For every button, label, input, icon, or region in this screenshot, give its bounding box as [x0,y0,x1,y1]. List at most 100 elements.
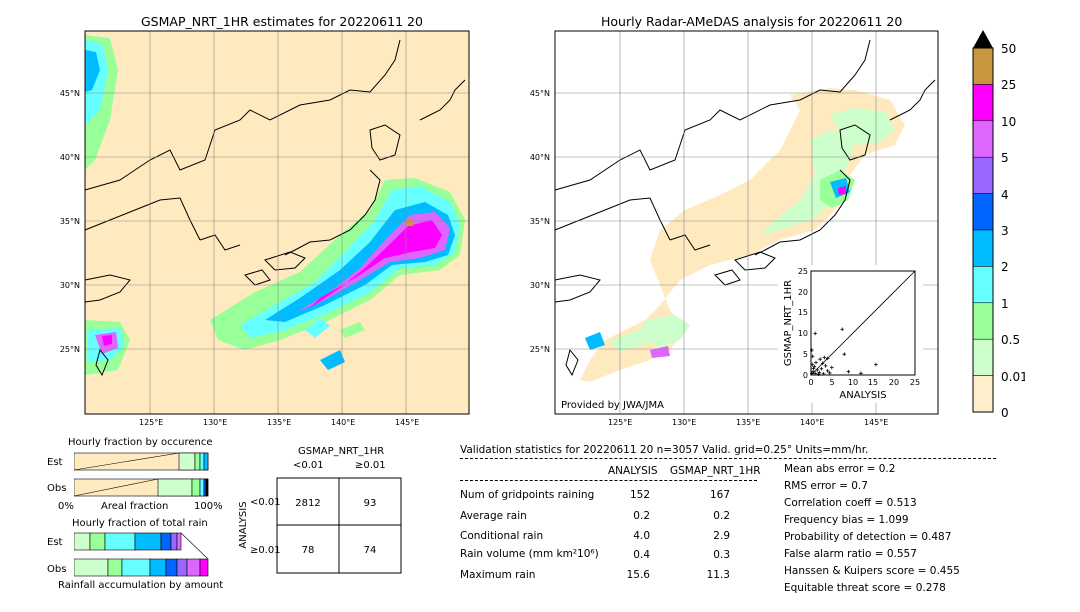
score-pod: Probability of detection = 0.487 [784,531,952,543]
colorbar: 50 25 10 5 4 3 2 1 0.5 0.01 0 [972,30,1025,420]
scatter-point [825,369,830,373]
scatter-point [840,327,844,332]
stat-row-analysis: 15.6 [626,569,650,581]
scatter-point [816,372,821,376]
left-lat-35: 35°N [60,217,80,226]
colorbar-label-0-01: 0.01 [1001,370,1025,384]
scatter-points [810,327,878,376]
stat-row-gsmap: 0.2 [713,510,730,522]
scatter-point [811,369,815,374]
validation-columns-rule [460,480,757,481]
left-map-gridlines [85,31,469,414]
left-lon-140: 140°E [331,418,356,427]
right-map-rain-field [580,88,905,382]
stat-row-analysis: 4.0 [633,530,650,542]
scatter-point [815,368,820,372]
occurence-tick-0: 0% [58,501,74,512]
stat-row-gsmap: 11.3 [706,569,730,581]
occurence-label-est: Est [47,457,63,468]
right-lat-45: 45°N [530,89,550,98]
right-lat-35: 35°N [530,217,550,226]
colorbar-extend-arrow [973,30,993,48]
left-lat-25: 25°N [60,345,80,354]
stat-row-gsmap: 2.9 [713,530,730,542]
validation-col-analysis: ANALYSIS [608,465,658,477]
score-mean-abs-error: Mean abs error = 0.2 [784,463,896,475]
contingency-cell-10: 78 [302,545,315,556]
colorbar-label-25: 25 [1001,78,1016,92]
colorbar-segment [972,156,994,194]
occurence-title: Hourly fraction by occurence [68,437,213,448]
right-map-title: Hourly Radar-AMeDAS analysis for 2022061… [601,14,903,29]
score-correlation: Correlation coeff = 0.513 [784,497,917,509]
left-map-title: GSMAP_NRT_1HR estimates for 20220611 20 [141,14,423,29]
colorbar-label-10: 10 [1001,115,1016,129]
scatter-point [823,364,828,368]
total-rain-label-obs: Obs [47,564,67,575]
stat-row-analysis: 152 [629,489,650,501]
score-frequency-bias: Frequency bias = 1.099 [784,514,909,526]
occurence-label-obs: Obs [47,483,67,494]
contingency-cell-00: 2812 [295,498,320,509]
left-map-rain-field [85,35,465,375]
colorbar-segment [972,193,994,231]
scatter-ytick-5: 5 [803,350,808,359]
colorbar-labels: 50 25 10 5 4 3 2 1 0.5 0.01 0 [1001,42,1025,420]
scatter-ytick-20: 20 [798,288,808,297]
validation-col-gsmap: GSMAP_NRT_1HR [670,465,761,477]
colorbar-label-5: 5 [1001,151,1009,165]
scatter-xtick-10: 10 [848,378,858,387]
scatter-point [827,371,832,375]
colorbar-segments [972,47,994,413]
score-far: False alarm ratio = 0.557 [784,548,917,560]
left-lon-135: 135°E [267,418,292,427]
score-hk: Hanssen & Kuipers score = 0.455 [784,565,960,577]
right-lon-125: 125°E [608,418,633,427]
stat-row-gsmap: 167 [709,489,730,501]
scatter-point [830,365,834,370]
scatter-ytick-15: 15 [798,308,808,317]
colorbar-label-4: 4 [1001,188,1009,202]
scatter-xtick-5: 5 [829,378,834,387]
scatter-inset: 0 5 10 15 20 25 0 5 10 15 20 25 ANALYSIS… [778,265,923,403]
contingency-col-lt: <0.01 [293,460,324,471]
scatter-ytick-25: 25 [798,267,808,276]
right-map-credit: Provided by JWA/JMA [561,400,664,411]
scatter-ytick-0: 0 [803,371,808,380]
contingency-row-ge: ≥0.01 [250,545,281,556]
scatter-point [842,352,847,356]
left-lon-145: 145°E [395,418,420,427]
score-rms-error: RMS error = 0.7 [784,480,868,492]
colorbar-segment [972,266,994,304]
scatter-point [820,361,825,366]
right-lat-30: 30°N [530,281,550,290]
scatter-point [810,362,815,367]
left-lat-40: 40°N [60,153,80,162]
scatter-point [819,366,824,371]
occurence-xlabel: Areal fraction [101,501,169,512]
colorbar-label-3: 3 [1001,224,1009,238]
scatter-point [813,331,817,336]
scatter-point [822,355,827,360]
left-lat-30: 30°N [60,281,80,290]
colorbar-label-0-5: 0.5 [1001,333,1020,347]
stat-row-analysis: 0.4 [633,549,650,561]
contingency-table: 2812 93 78 74 <0.01 ≥0.01 ANALYSIS [238,477,402,574]
scatter-xlabel: ANALYSIS [839,390,886,401]
scatter-point [846,369,851,374]
contingency-row-lt: <0.01 [250,497,281,508]
contingency-cell-11: 74 [364,545,377,556]
colorbar-segment [972,229,994,267]
scatter-xtick-25: 25 [910,378,920,387]
right-lon-130: 130°E [672,418,697,427]
occurence-chart [74,452,209,497]
colorbar-segment [972,84,994,122]
validation-header-rule [460,458,996,459]
total-rain-label-est: Est [47,537,63,548]
scatter-x-ticks: 0 5 10 15 20 25 [808,378,920,387]
scatter-point [810,371,814,376]
right-lon-140: 140°E [800,418,825,427]
scatter-ylabel: GSMAP_NRT_1HR [783,280,794,366]
validation-header: Validation statistics for 20220611 20 n=… [460,444,869,456]
stat-row-label: Average rain [460,510,527,522]
